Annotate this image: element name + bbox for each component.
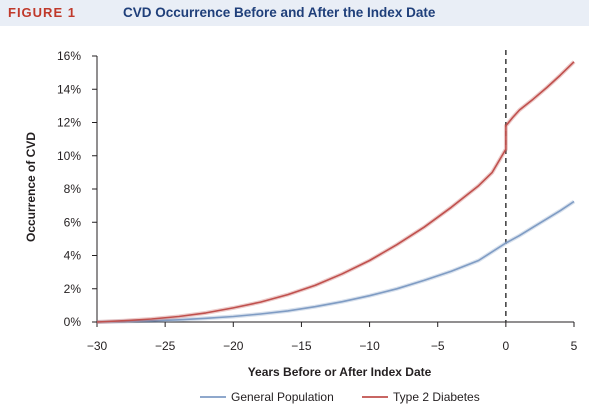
legend-label-general-population: General Population — [231, 390, 334, 404]
y-tick-label: 2% — [64, 282, 82, 296]
y-tick-label: 8% — [64, 182, 82, 196]
y-tick-label: 6% — [64, 215, 82, 229]
x-axis-title: Years Before or After Index Date — [248, 365, 432, 379]
x-tick-label: −15 — [291, 339, 312, 353]
y-tick-label: 12% — [57, 116, 81, 130]
figure-header: FIGURE 1 CVD Occurrence Before and After… — [0, 0, 589, 26]
y-tick-label: 14% — [57, 82, 81, 96]
y-tick-label: 16% — [57, 49, 81, 63]
x-tick-label: −25 — [155, 339, 176, 353]
general-population-band — [96, 199, 576, 324]
general-population-line — [96, 200, 575, 323]
y-tick-label: 0% — [64, 315, 82, 329]
x-tick-label: −30 — [87, 339, 108, 353]
x-tick-label: −10 — [359, 339, 380, 353]
type-2-diabetes-line — [96, 61, 575, 323]
x-tick-label: −20 — [223, 339, 244, 353]
figure-title: CVD Occurrence Before and After the Inde… — [123, 5, 436, 20]
y-axis-title: Occurrence of CVD — [24, 132, 38, 242]
x-tick-label: 5 — [571, 339, 578, 353]
x-tick-label: 0 — [503, 339, 510, 353]
legend-label-type-2-diabetes: Type 2 Diabetes — [393, 390, 480, 404]
x-tick-label: −5 — [431, 339, 445, 353]
type-2-diabetes-band — [96, 60, 576, 324]
figure-label: FIGURE 1 — [8, 5, 76, 20]
y-tick-label: 4% — [64, 249, 82, 263]
y-tick-label: 10% — [57, 149, 81, 163]
